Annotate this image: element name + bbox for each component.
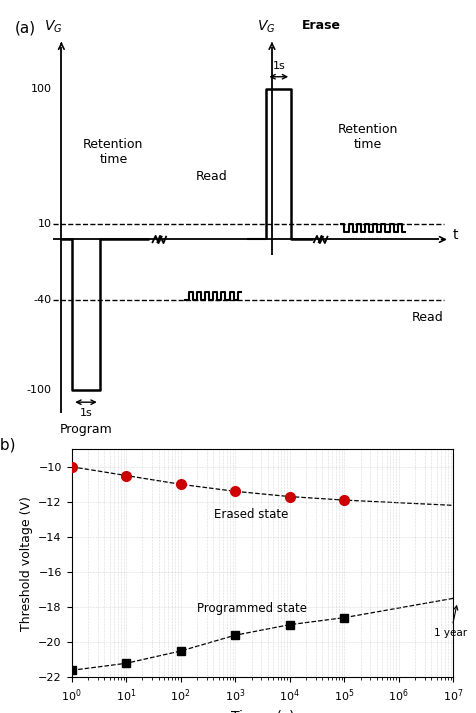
Text: Retention
time: Retention time [337, 123, 397, 151]
X-axis label: Times (s): Times (s) [230, 709, 294, 713]
Text: Read: Read [411, 312, 442, 324]
Text: -40: -40 [34, 294, 52, 304]
Text: $V_G$: $V_G$ [44, 18, 62, 34]
Text: -100: -100 [27, 385, 52, 395]
Text: t: t [452, 228, 457, 242]
Text: 1s: 1s [272, 61, 285, 71]
Text: $V_G$: $V_G$ [257, 18, 275, 34]
Y-axis label: Threshold voltage (V): Threshold voltage (V) [20, 496, 32, 631]
Text: 10: 10 [38, 220, 52, 230]
Text: Erase: Erase [301, 19, 340, 31]
Text: (a): (a) [15, 21, 36, 36]
Text: Program: Program [60, 424, 112, 436]
Text: Erased state: Erased state [214, 508, 288, 520]
Text: 1s: 1s [79, 409, 92, 419]
Text: Programmed state: Programmed state [196, 602, 306, 615]
Text: 1 year: 1 year [433, 606, 466, 638]
Text: 100: 100 [31, 84, 52, 94]
Text: (b): (b) [0, 438, 17, 453]
Text: Retention
time: Retention time [83, 138, 143, 166]
Text: Read: Read [196, 170, 227, 183]
